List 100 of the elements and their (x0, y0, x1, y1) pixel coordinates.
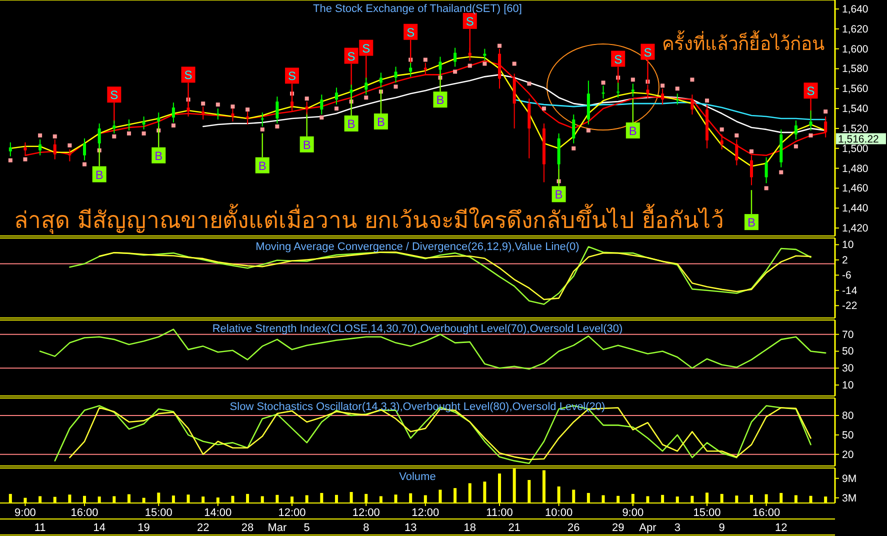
x-tick-label: 14:00 (204, 507, 232, 519)
data-label: B (347, 116, 356, 131)
category-label: 12 (775, 522, 788, 534)
category-label: 8 (363, 522, 370, 534)
y-tick-label: 1,620 (842, 23, 868, 36)
point (586, 128, 590, 132)
point (23, 157, 28, 162)
point (512, 62, 516, 66)
x-tick-label: 16:00 (70, 507, 98, 519)
category-label: 28 (241, 522, 254, 534)
data-label: S (806, 84, 815, 98)
y-tick-label: 1,460 (842, 182, 868, 195)
category-label: 29 (612, 522, 624, 534)
category-label: 22 (196, 522, 210, 534)
data-label: S (644, 45, 652, 60)
point (468, 64, 472, 68)
candlestick (454, 47, 457, 68)
x-tick-label: 9:00 (622, 507, 644, 519)
point (275, 124, 280, 128)
point (82, 162, 87, 166)
x-tick-label: 12:00 (278, 507, 306, 519)
category-label: 13 (404, 522, 417, 534)
annotation: ครั้งที่แล้วก็ยื้อไว้ก่อน (662, 30, 825, 55)
data-label: S (184, 68, 192, 82)
point (68, 143, 72, 148)
category-label: 18 (464, 522, 476, 534)
point (734, 133, 739, 138)
point (601, 80, 606, 85)
point (171, 123, 176, 128)
point (824, 110, 828, 114)
candlestick (379, 72, 382, 88)
x-tick-label: 15:00 (693, 507, 721, 519)
point (142, 131, 146, 136)
chart-title: Volume (399, 471, 436, 483)
point (794, 144, 798, 148)
candlestick (83, 138, 86, 161)
x-tick-label: 11:00 (486, 507, 513, 519)
candlestick (127, 118, 130, 131)
point (660, 84, 665, 88)
chart-title: The Stock Exchange of Thailand(SET) [60] (313, 3, 522, 15)
category-label: 3 (674, 522, 680, 534)
candlestick (661, 88, 664, 106)
data-label: B (628, 124, 637, 138)
candlestick (602, 85, 605, 100)
point (304, 96, 309, 101)
y-tick-label: 9M (842, 472, 857, 485)
point (764, 186, 768, 190)
category-label: 14 (93, 522, 106, 534)
data-label: B (436, 93, 444, 108)
point (498, 44, 502, 48)
point (423, 58, 428, 62)
category-label: 19 (138, 522, 150, 534)
x-tick-label: 10:00 (545, 507, 573, 519)
point (527, 82, 532, 86)
point (705, 98, 710, 103)
candlestick (172, 102, 175, 123)
data-label: B (302, 138, 311, 152)
point (482, 62, 487, 66)
candlestick (38, 138, 42, 156)
point (572, 146, 576, 150)
x-tick-label: 12:00 (352, 507, 380, 519)
candlestick (276, 96, 279, 124)
y-tick-label: 1,580 (842, 63, 868, 76)
data-label: B (376, 114, 385, 129)
y-tick-label: 50 (842, 429, 854, 442)
candlestick (8, 142, 12, 157)
data-label: B (258, 158, 266, 173)
y-tick-label: 1,520 (842, 122, 868, 135)
x-tick-label: 12:00 (412, 507, 440, 519)
point (542, 106, 546, 111)
point (808, 133, 813, 138)
data-label: S (466, 14, 474, 28)
point (8, 158, 12, 162)
candlestick (646, 84, 650, 100)
data-label: S (406, 25, 415, 40)
point (320, 116, 324, 120)
candlestick (394, 66, 398, 84)
data-label: S (614, 52, 622, 66)
candlestick (334, 87, 338, 106)
data-label: S (362, 41, 370, 56)
point (334, 106, 338, 111)
y-tick-label: 1,480 (842, 162, 868, 175)
point (201, 102, 206, 106)
data-label: B (154, 148, 163, 163)
category-label: 26 (568, 522, 580, 534)
category-label: 9 (718, 522, 725, 534)
line-series (98, 251, 812, 300)
point (630, 78, 635, 82)
category-label: Mar (268, 522, 287, 534)
candlestick (483, 48, 486, 62)
y-tick-label: -22 (842, 300, 858, 312)
candlestick (260, 112, 264, 127)
point (246, 108, 250, 112)
category-label: 21 (508, 522, 520, 534)
candlestick (572, 114, 576, 144)
point (52, 134, 57, 138)
candlestick (216, 108, 220, 120)
x-tick-label: 16:00 (752, 507, 780, 519)
y-tick-label: 80 (842, 410, 854, 422)
y-tick-label: 30 (842, 362, 854, 375)
